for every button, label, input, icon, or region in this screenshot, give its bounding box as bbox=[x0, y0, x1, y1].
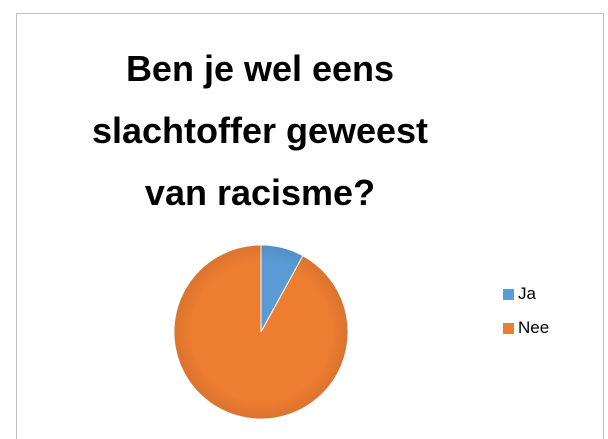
pie-chart bbox=[173, 244, 349, 420]
legend-label-ja: Ja bbox=[518, 284, 536, 303]
legend-label-nee: Nee bbox=[518, 318, 550, 337]
legend-item-nee: Nee bbox=[503, 311, 549, 345]
legend-item-ja: Ja bbox=[503, 277, 549, 311]
pie-shading bbox=[174, 245, 348, 419]
legend: Ja Nee bbox=[503, 277, 549, 345]
chart-title: Ben je wel eens slachtoffer geweest van … bbox=[91, 48, 429, 213]
legend-swatch-ja bbox=[503, 288, 514, 300]
legend-swatch-nee bbox=[503, 322, 514, 334]
